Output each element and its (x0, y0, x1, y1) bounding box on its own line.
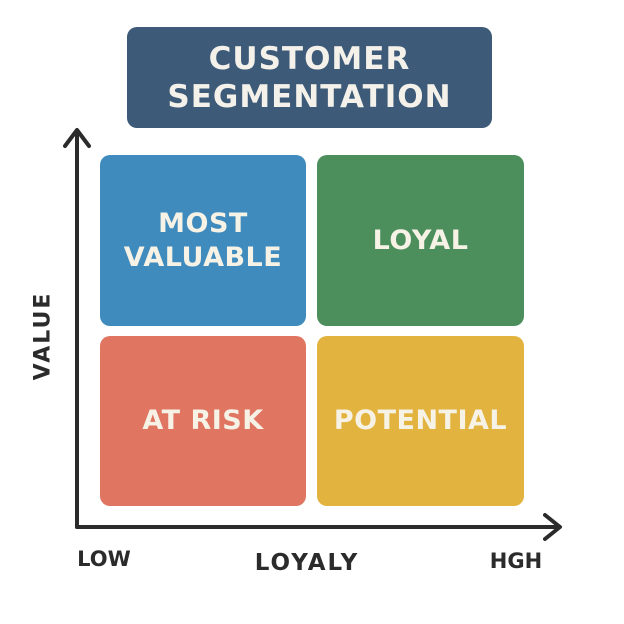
x-axis-low-label: LOW (77, 547, 131, 571)
title-banner: CUSTOMER SEGMENTATION (127, 27, 492, 128)
quadrant-potential-label: POTENTIAL (333, 405, 508, 436)
y-axis-label: VALUE (30, 291, 56, 381)
title-line-2: SEGMENTATION (167, 78, 452, 115)
quadrant-potential: POTENTIAL (317, 336, 524, 506)
quadrant-most-valuable: MOST VALUABLE (100, 155, 306, 326)
title-line-1: CUSTOMER (208, 40, 411, 77)
quadrant-at-risk-label: AT RISK (142, 405, 264, 436)
quadrant-most-valuable-line-2: VALUABLE (123, 241, 283, 273)
quadrant-loyal: LOYAL (317, 155, 524, 326)
quadrant-at-risk: AT RISK (100, 336, 306, 506)
quadrant-loyal-label: LOYAL (372, 224, 469, 256)
quadrant-most-valuable-line-1: MOST (158, 207, 248, 239)
x-axis-arrowhead (543, 513, 562, 541)
x-axis-label: LOYALY (254, 550, 360, 576)
y-axis-arrowhead (63, 128, 91, 148)
x-axis-high-label: HGH (489, 549, 543, 573)
